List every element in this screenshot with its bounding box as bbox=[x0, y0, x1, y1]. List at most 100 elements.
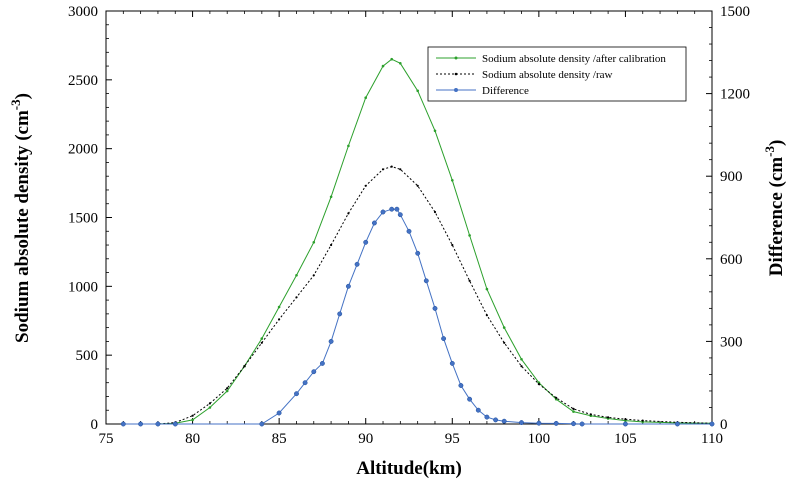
data-point bbox=[363, 239, 369, 245]
data-point bbox=[432, 305, 438, 311]
data-point bbox=[330, 243, 333, 247]
y-left-tick-label: 1500 bbox=[68, 211, 98, 227]
data-point bbox=[520, 365, 523, 368]
data-point bbox=[295, 274, 298, 277]
data-point bbox=[243, 365, 246, 368]
data-point bbox=[451, 179, 454, 182]
data-point bbox=[226, 387, 229, 390]
x-tick-label: 100 bbox=[528, 431, 551, 447]
data-point bbox=[380, 209, 386, 215]
data-point bbox=[329, 195, 333, 199]
data-point bbox=[191, 414, 194, 417]
data-point bbox=[138, 421, 144, 427]
data-point bbox=[364, 184, 367, 187]
data-point bbox=[641, 419, 644, 422]
data-point bbox=[394, 206, 400, 212]
legend-marker-calibrated bbox=[454, 56, 458, 60]
data-point bbox=[501, 418, 507, 424]
data-point bbox=[208, 406, 212, 409]
legend-marker-difference bbox=[454, 88, 458, 92]
data-point bbox=[536, 420, 542, 426]
y-left-tick-label: 2000 bbox=[68, 142, 98, 158]
data-point bbox=[709, 421, 715, 427]
data-point bbox=[416, 89, 420, 93]
data-point bbox=[225, 389, 229, 393]
data-point bbox=[347, 212, 350, 215]
data-point bbox=[416, 184, 419, 187]
data-point bbox=[260, 341, 263, 344]
data-point bbox=[389, 206, 395, 212]
data-point bbox=[337, 311, 343, 317]
data-point bbox=[302, 380, 308, 386]
y-left-tick-label: 3000 bbox=[68, 4, 98, 20]
data-point bbox=[579, 421, 585, 427]
x-tick-label: 75 bbox=[99, 431, 114, 447]
y-right-tick-label: 600 bbox=[720, 252, 743, 268]
y-left-title-main: Sodium absolute density (cm bbox=[12, 110, 33, 343]
y-right-tick-label: 0 bbox=[720, 417, 728, 433]
data-point bbox=[390, 165, 393, 168]
data-point bbox=[572, 410, 575, 413]
data-point bbox=[468, 234, 471, 237]
y-right-axis-title: Difference (cm-3) bbox=[762, 140, 787, 277]
data-point bbox=[537, 383, 541, 386]
y-left-title-close: ) bbox=[12, 93, 33, 99]
data-point bbox=[294, 391, 299, 397]
y-left-tick-label: 2500 bbox=[68, 73, 98, 89]
legend: Sodium absolute density /after calibrati… bbox=[427, 46, 687, 102]
data-point bbox=[277, 305, 281, 309]
data-point bbox=[571, 421, 576, 427]
data-point bbox=[347, 144, 350, 148]
legend-label-calibrated: Sodium absolute density /after calibrati… bbox=[482, 53, 666, 65]
data-point bbox=[449, 360, 455, 366]
data-point bbox=[278, 318, 281, 321]
x-axis-title: Altitude(km) bbox=[356, 458, 462, 479]
data-point bbox=[397, 212, 403, 218]
series-line-calibrated bbox=[123, 58, 713, 425]
x-tick-label: 80 bbox=[185, 431, 200, 447]
data-point bbox=[423, 278, 429, 284]
data-point bbox=[295, 296, 298, 299]
data-point bbox=[485, 314, 488, 317]
data-point bbox=[311, 369, 317, 375]
data-point bbox=[155, 421, 161, 427]
data-point bbox=[172, 421, 178, 427]
series-line-difference bbox=[123, 208, 712, 425]
data-point bbox=[390, 57, 394, 61]
y-right-tick-label: 1200 bbox=[720, 87, 750, 103]
y-left-tick-label: 0 bbox=[91, 417, 99, 433]
data-point bbox=[415, 250, 421, 256]
data-point bbox=[381, 168, 385, 171]
data-point bbox=[622, 421, 628, 427]
x-tick-label: 110 bbox=[701, 431, 723, 447]
y-left-tick-label: 1000 bbox=[68, 279, 98, 295]
data-point bbox=[381, 64, 385, 68]
data-point bbox=[485, 287, 489, 291]
data-point bbox=[276, 410, 282, 416]
legend-marker-raw bbox=[454, 72, 458, 76]
data-point bbox=[312, 274, 315, 277]
x-tick-label: 105 bbox=[614, 431, 637, 447]
data-point bbox=[208, 402, 211, 405]
data-point bbox=[589, 413, 592, 416]
y-left-tick-label: 500 bbox=[76, 348, 99, 364]
data-point bbox=[502, 326, 506, 329]
y-right-tick-label: 900 bbox=[720, 169, 743, 185]
data-point bbox=[433, 210, 437, 214]
y-right-tick-label: 300 bbox=[720, 334, 743, 350]
data-point bbox=[468, 279, 471, 282]
data-point bbox=[624, 418, 627, 421]
data-point bbox=[674, 421, 680, 427]
data-point bbox=[120, 421, 126, 427]
data-point bbox=[484, 414, 490, 420]
legend-label-difference: Difference bbox=[482, 85, 529, 97]
data-point bbox=[493, 417, 499, 423]
data-point bbox=[312, 241, 316, 244]
series-line-raw bbox=[123, 166, 713, 425]
y-right-title-exponent: -3 bbox=[762, 146, 777, 157]
data-point bbox=[503, 341, 506, 344]
y-left-axis-title: Sodium absolute density (cm-3) bbox=[8, 93, 33, 343]
data-point bbox=[555, 396, 558, 399]
data-point bbox=[191, 418, 194, 422]
data-point bbox=[399, 168, 402, 171]
